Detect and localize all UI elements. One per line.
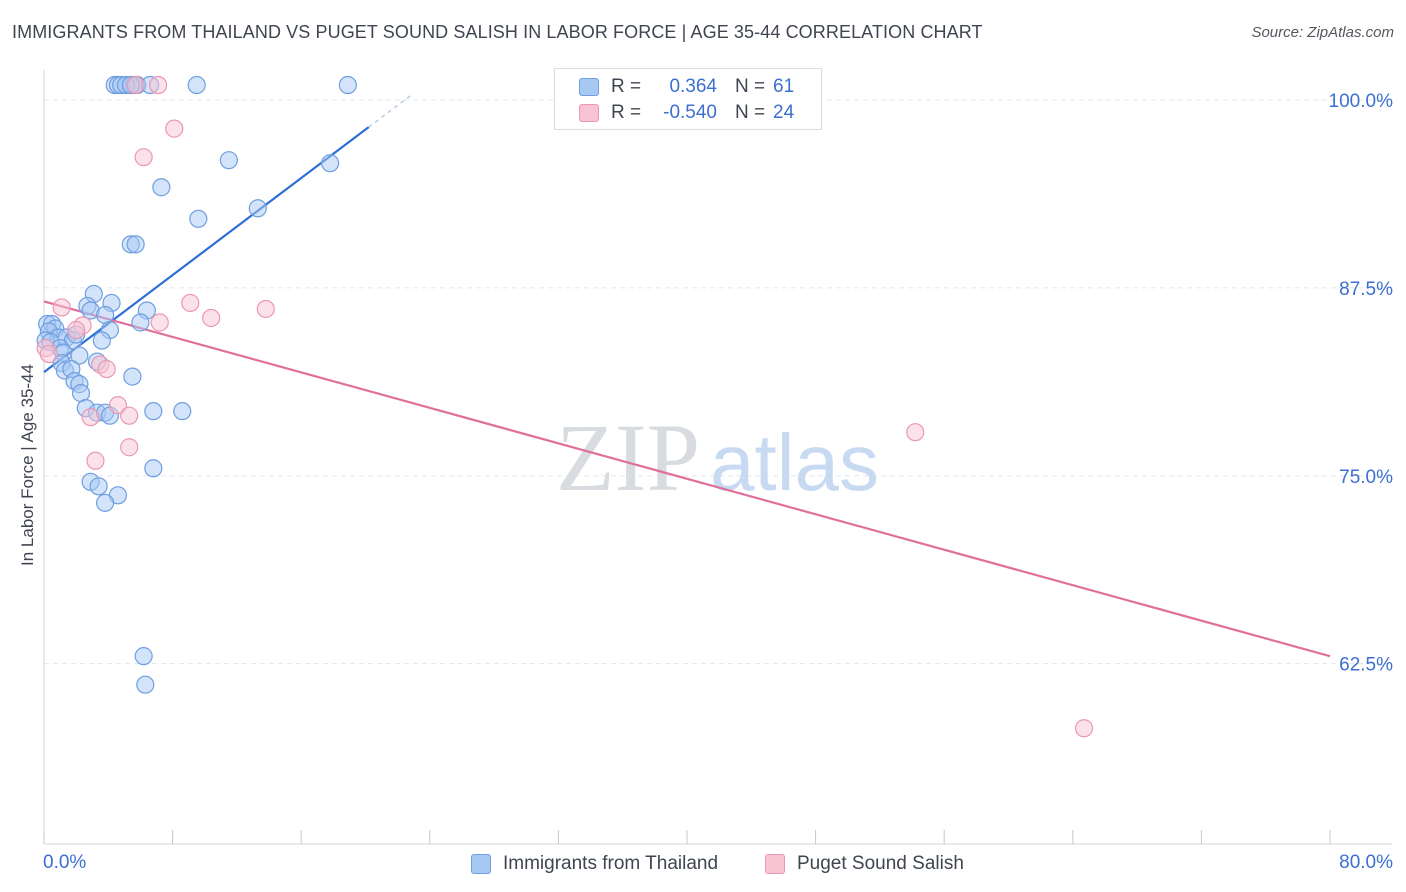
- legend-n-label: N =: [735, 102, 766, 123]
- gridlines: [44, 99, 1392, 665]
- point-thailand: [123, 367, 142, 386]
- scatter-points: [36, 75, 1094, 738]
- point-thailand: [70, 346, 89, 365]
- legend-r-value: -0.540: [663, 102, 717, 123]
- point-thailand: [126, 235, 145, 254]
- trend-line-thailand-extension: [368, 95, 411, 128]
- point-salish: [256, 299, 275, 319]
- y-tick-label: 62.5%: [1339, 655, 1393, 676]
- bottom-legend-thailand: Immigrants from Thailand: [471, 852, 718, 876]
- chart-title: IMMIGRANTS FROM THAILAND VS PUGET SOUND …: [12, 22, 983, 42]
- y-tick-label: 87.5%: [1339, 279, 1393, 300]
- legend-r-label: R =: [611, 76, 642, 97]
- legend-n-value: 24: [773, 102, 795, 123]
- point-thailand: [95, 305, 115, 325]
- point-salish: [81, 408, 100, 427]
- legend-swatch-pink: [579, 104, 599, 122]
- point-salish: [67, 320, 86, 340]
- watermark: ZIP atlas: [556, 404, 879, 511]
- point-thailand: [152, 178, 171, 197]
- point-salish: [202, 308, 221, 328]
- x-tick-label-max: 80.0%: [1339, 852, 1393, 873]
- point-thailand: [95, 493, 115, 512]
- watermark-zip: ZIP: [556, 404, 700, 511]
- point-thailand: [248, 199, 267, 218]
- point-salish: [149, 75, 168, 95]
- point-salish: [150, 313, 169, 332]
- point-thailand: [219, 151, 238, 170]
- point-thailand: [134, 647, 153, 666]
- bottom-legend-salish: Puget Sound Salish: [765, 852, 964, 876]
- bottom-legend-swatch-blue: [471, 854, 491, 874]
- point-thailand: [71, 384, 91, 403]
- legend-row-thailand: R = 0.364 N = 61: [555, 74, 821, 100]
- point-thailand: [338, 75, 357, 95]
- y-tick-label: 100.0%: [1329, 91, 1394, 112]
- point-salish: [181, 293, 200, 313]
- watermark-atlas: atlas: [710, 418, 879, 507]
- point-salish: [120, 406, 139, 425]
- bottom-legend-swatch-pink: [765, 854, 785, 874]
- point-thailand: [89, 477, 108, 496]
- point-salish: [906, 423, 925, 442]
- point-salish: [165, 119, 184, 138]
- correlation-legend: R = 0.364 N = 61 R = -0.540 N = 24: [554, 68, 822, 130]
- point-thailand: [92, 331, 111, 350]
- point-thailand: [144, 459, 163, 478]
- x-tick-label-min: 0.0%: [43, 852, 87, 873]
- point-salish: [39, 344, 58, 364]
- y-tick-labels: 100.0% 87.5% 75.0% 62.5%: [1329, 91, 1394, 676]
- trend-line-thailand: [43, 126, 370, 373]
- point-thailand: [187, 75, 206, 95]
- point-thailand: [189, 209, 208, 228]
- point-salish: [126, 75, 145, 95]
- trend-line-salish: [43, 300, 1331, 658]
- legend-row-salish: R = -0.540 N = 24: [555, 100, 821, 126]
- bottom-legend-label: Puget Sound Salish: [797, 853, 964, 874]
- point-thailand: [173, 402, 192, 421]
- point-salish: [134, 148, 153, 167]
- source-label: Source: ZipAtlas.com: [1251, 24, 1394, 41]
- legend-r-value: 0.364: [669, 76, 717, 97]
- point-thailand: [321, 154, 340, 173]
- point-salish: [52, 298, 71, 317]
- y-axis-label: In Labor Force | Age 35-44: [18, 364, 37, 566]
- point-thailand: [136, 675, 155, 694]
- point-salish: [108, 396, 128, 415]
- point-salish: [1074, 719, 1094, 738]
- legend-n-value: 61: [773, 76, 795, 97]
- point-salish: [120, 438, 139, 457]
- bottom-legend-label: Immigrants from Thailand: [503, 853, 719, 874]
- y-tick-label: 75.0%: [1339, 467, 1393, 488]
- point-thailand: [144, 402, 163, 421]
- legend-n-label: N =: [735, 76, 766, 97]
- legend-swatch-blue: [579, 78, 599, 96]
- point-salish: [97, 359, 116, 379]
- axes: [43, 70, 1392, 845]
- legend-r-label: R =: [611, 102, 642, 123]
- point-salish: [86, 451, 105, 470]
- trend-lines: [43, 95, 1331, 658]
- point-thailand: [131, 313, 150, 332]
